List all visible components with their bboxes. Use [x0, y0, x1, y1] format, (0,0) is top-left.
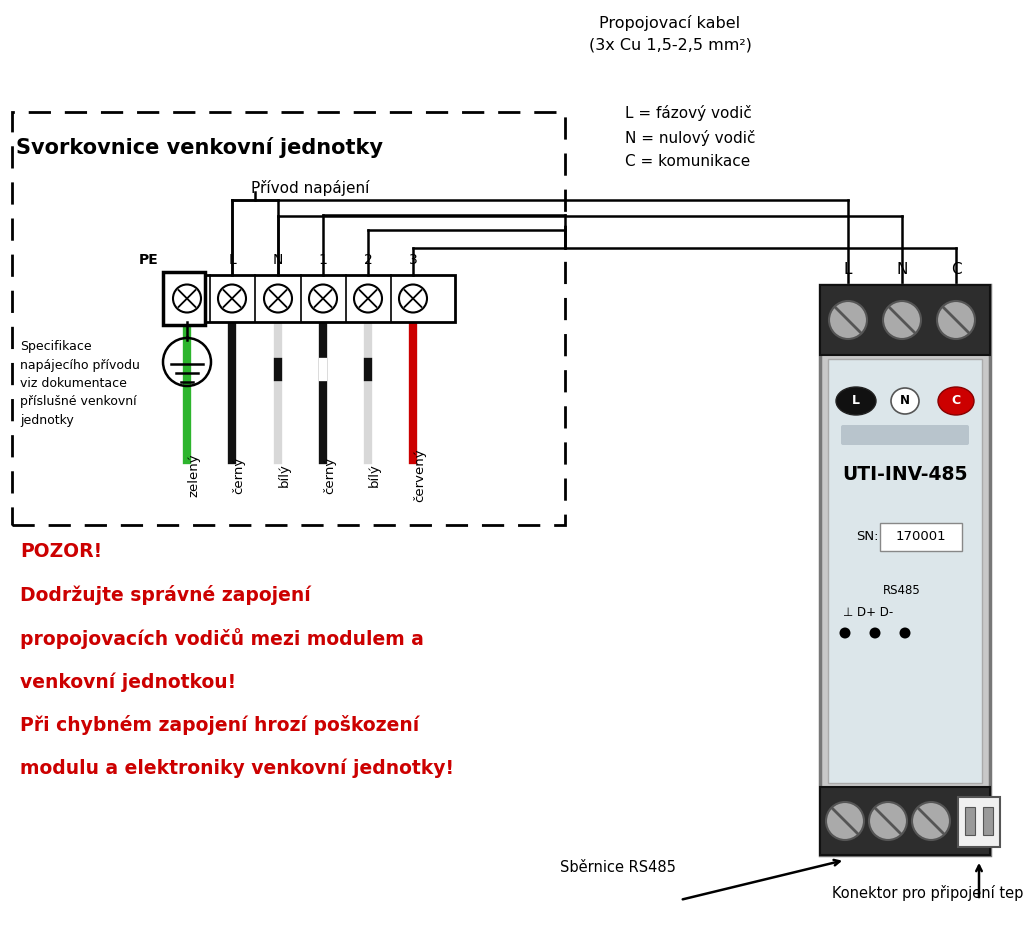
Text: 2: 2: [364, 253, 373, 267]
Text: N: N: [896, 262, 907, 277]
Circle shape: [869, 802, 907, 840]
Ellipse shape: [938, 387, 974, 415]
Circle shape: [869, 628, 881, 639]
Text: L: L: [852, 394, 860, 407]
Circle shape: [399, 285, 427, 313]
Circle shape: [173, 285, 201, 313]
Text: L = fázový vodič
N = nulový vodič
C = komunikace: L = fázový vodič N = nulový vodič C = ko…: [625, 105, 756, 169]
Bar: [820, 787, 990, 855]
Text: 170001: 170001: [896, 531, 946, 544]
Text: Specifikace
napájecího přívodu
viz dokumentace
příslušné venkovní
jednotky: Specifikace napájecího přívodu viz dokum…: [20, 340, 140, 427]
Text: Svorkovnice venkovní jednotky: Svorkovnice venkovní jednotky: [16, 137, 384, 159]
Text: Sběrnice RS485: Sběrnice RS485: [560, 860, 676, 875]
Text: RS485: RS485: [883, 585, 921, 598]
Circle shape: [883, 301, 921, 339]
Circle shape: [840, 628, 851, 639]
Bar: [165, 275, 455, 322]
Circle shape: [829, 301, 867, 339]
Text: SN:: SN:: [856, 531, 879, 544]
Bar: [965, 807, 975, 835]
Text: venkovní jednotkou!: venkovní jednotkou!: [20, 672, 237, 691]
Text: 1: 1: [318, 253, 328, 267]
Text: Dodržujte správné zapojení: Dodržujte správné zapojení: [20, 585, 310, 605]
Circle shape: [309, 285, 337, 313]
Text: zelený: zelený: [187, 453, 200, 497]
Text: bílý: bílý: [368, 463, 381, 487]
Circle shape: [826, 802, 864, 840]
Bar: [880, 523, 962, 551]
Text: Konektor pro připojení teplotního senzoru: Konektor pro připojení teplotního senzor…: [831, 885, 1024, 901]
Text: L: L: [228, 253, 236, 267]
Bar: [828, 359, 982, 783]
Ellipse shape: [836, 387, 876, 415]
Text: modulu a elektroniky venkovní jednotky!: modulu a elektroniky venkovní jednotky!: [20, 758, 454, 777]
Bar: [163, 272, 205, 325]
Ellipse shape: [891, 388, 919, 414]
Text: ⊥ D+ D-: ⊥ D+ D-: [843, 606, 893, 619]
Circle shape: [354, 285, 382, 313]
Circle shape: [218, 285, 246, 313]
Text: bílý: bílý: [278, 463, 291, 487]
Text: PE: PE: [139, 253, 159, 267]
Circle shape: [937, 301, 975, 339]
Text: propojovacích vodičů mezi modulem a: propojovacích vodičů mezi modulem a: [20, 628, 424, 649]
Text: 3: 3: [409, 253, 418, 267]
Circle shape: [912, 802, 950, 840]
Text: UTI-INV-485: UTI-INV-485: [843, 464, 968, 484]
Bar: [983, 807, 993, 835]
FancyBboxPatch shape: [841, 425, 969, 445]
Bar: [958, 797, 1000, 847]
Circle shape: [264, 285, 292, 313]
Bar: [820, 285, 990, 855]
Text: Propojovací kabel
(3x Cu 1,5-2,5 mm²): Propojovací kabel (3x Cu 1,5-2,5 mm²): [589, 15, 752, 52]
Text: Při chybném zapojení hrozí poškození: Při chybném zapojení hrozí poškození: [20, 715, 419, 735]
Text: černý: černý: [323, 457, 336, 494]
Text: červený: červený: [413, 448, 426, 502]
Text: C: C: [951, 394, 961, 407]
Text: C: C: [950, 262, 962, 277]
Text: POZOR!: POZOR!: [20, 542, 102, 561]
Circle shape: [899, 628, 910, 639]
Bar: [820, 285, 990, 355]
Bar: [12, 112, 565, 525]
Text: Přívod napájení: Přívod napájení: [251, 180, 370, 196]
Text: L: L: [844, 262, 852, 277]
Text: N: N: [272, 253, 284, 267]
Text: N: N: [900, 394, 910, 407]
Text: černý: černý: [232, 457, 245, 494]
